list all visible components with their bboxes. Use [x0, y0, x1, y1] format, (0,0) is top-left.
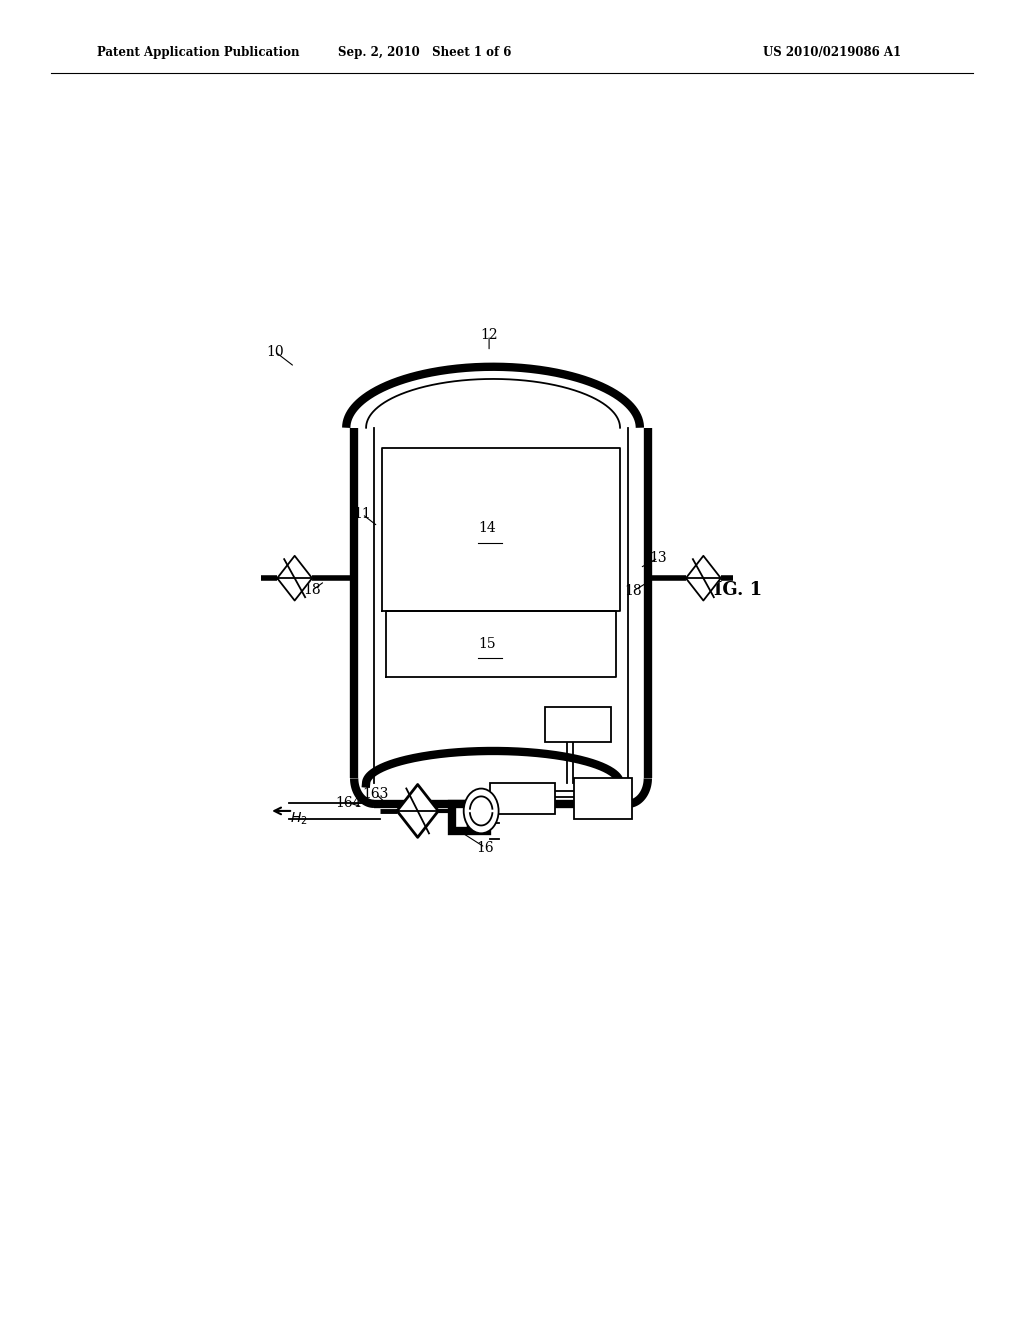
Bar: [452, 804, 486, 832]
Text: Patent Application Publication: Patent Application Publication: [97, 46, 300, 59]
Polygon shape: [686, 556, 721, 601]
Text: 16: 16: [476, 841, 494, 854]
Text: 10: 10: [266, 345, 284, 359]
Text: FIG. 1: FIG. 1: [700, 581, 762, 599]
Bar: [574, 779, 632, 818]
Text: 19: 19: [594, 788, 611, 803]
Text: 11: 11: [353, 507, 371, 521]
Text: 161: 161: [564, 718, 591, 731]
Text: 13: 13: [649, 550, 667, 565]
Text: 14: 14: [478, 521, 497, 536]
Circle shape: [464, 788, 499, 833]
Bar: [545, 708, 610, 742]
Text: 162: 162: [509, 792, 536, 805]
Text: 15: 15: [478, 638, 497, 651]
Text: 164: 164: [336, 796, 361, 809]
Text: 12: 12: [480, 329, 498, 342]
Polygon shape: [278, 556, 312, 601]
Text: US 2010/0219086 A1: US 2010/0219086 A1: [763, 46, 901, 59]
Bar: [489, 784, 555, 814]
Text: Sep. 2, 2010   Sheet 1 of 6: Sep. 2, 2010 Sheet 1 of 6: [338, 46, 512, 59]
Polygon shape: [397, 784, 438, 837]
Text: 163: 163: [362, 787, 389, 801]
Text: 18: 18: [303, 583, 321, 598]
Text: 18: 18: [624, 585, 642, 598]
Text: 17: 17: [462, 818, 479, 832]
Text: $H_2$: $H_2$: [290, 810, 307, 828]
